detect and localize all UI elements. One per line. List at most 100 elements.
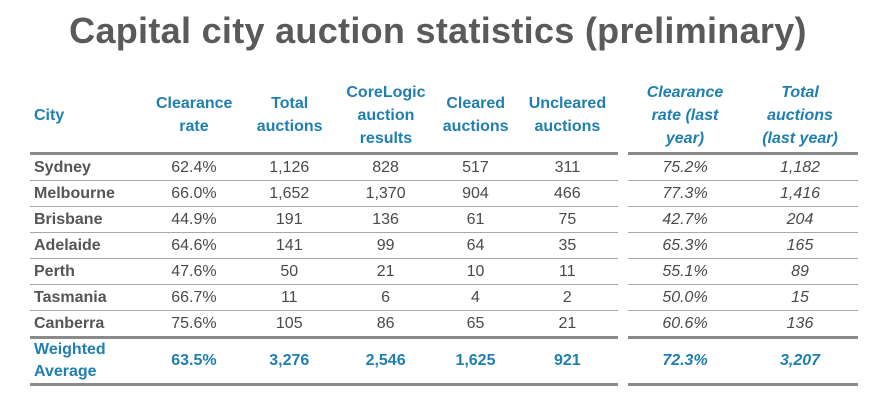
clearance-rate-last-year-cell: 42.7% xyxy=(662,210,708,228)
left-table-header: City Clearance rate Total auctions CoreL… xyxy=(30,82,618,148)
clearance-rate-last-year-cell: 75.2% xyxy=(662,158,708,176)
uncleared-cell: 2 xyxy=(562,288,572,306)
uncleared-cell: 466 xyxy=(553,184,581,202)
total-auctions-cell: 191 xyxy=(275,210,303,228)
table-row: 42.7% 204 xyxy=(628,207,858,233)
corelogic-results-cell: 828 xyxy=(372,158,399,176)
table-row: 55.1% 89 xyxy=(628,259,858,285)
corelogic-results-cell: 86 xyxy=(376,314,395,332)
right-table-rows: 75.2% 1,182 77.3% 1,416 42.7% 204 65.3% 165 55.1… xyxy=(628,155,858,336)
cleared-cell: 517 xyxy=(462,158,489,176)
header-corelogic-results: CoreLogic auction results xyxy=(346,83,426,147)
table-row: Canberra 75.6% 105 86 65 21 xyxy=(30,311,618,336)
right-table: 75.2% 1,182 77.3% 1,416 42.7% 204 65.3% 165 55.1… xyxy=(628,152,858,386)
clearance-rate-cell: 66.7% xyxy=(171,288,217,306)
table-row: 77.3% 1,416 xyxy=(628,181,858,207)
cleared-cell: 61 xyxy=(466,210,485,228)
total-auctions-last-year-cell: 15 xyxy=(791,288,809,306)
city-cell: Tasmania xyxy=(34,288,107,306)
city-cell: Canberra xyxy=(34,314,105,332)
city-cell: Sydney xyxy=(34,158,91,176)
corelogic-results-cell: 99 xyxy=(376,236,395,254)
clearance-rate-last-year-cell: 55.1% xyxy=(662,262,708,280)
table-row: Tasmania 66.7% 11 6 4 2 xyxy=(30,285,618,311)
total-auctions-cell: 50 xyxy=(280,262,299,280)
total-auctions-cell: 1,126 xyxy=(269,158,310,176)
header-city: City xyxy=(34,106,65,124)
corelogic-results-cell: 136 xyxy=(372,210,399,228)
avg-rule xyxy=(30,336,618,339)
table-row: Brisbane 44.9% 191 136 61 75 xyxy=(30,207,618,233)
clearance-rate-cell: 44.9% xyxy=(171,210,217,228)
header-total-auctions: Total auctions xyxy=(256,95,323,135)
total-auctions-cell: 105 xyxy=(275,314,303,332)
corelogic-results-cell: 21 xyxy=(376,262,395,280)
table-row: 75.2% 1,182 xyxy=(628,155,858,181)
city-cell: Perth xyxy=(34,262,75,280)
right-table-header: Clearance rate (last year) Total auction… xyxy=(628,82,858,148)
city-cell: Adelaide xyxy=(34,236,101,254)
clearance-rate-last-year-cell: 50.0% xyxy=(662,288,708,306)
avg-total-auctions-last-year: 3,207 xyxy=(779,352,821,369)
clearance-rate-cell: 47.6% xyxy=(171,262,217,280)
table-row: Perth 47.6% 50 21 10 11 xyxy=(30,259,618,285)
avg-cleared: 1,625 xyxy=(455,352,496,369)
weighted-average-row-last-year: 72.3% 3,207 xyxy=(628,339,858,383)
cleared-cell: 904 xyxy=(462,184,489,202)
cleared-cell: 4 xyxy=(471,288,480,306)
header-clearance-rate: Clearance rate xyxy=(155,95,233,135)
clearance-rate-cell: 66.0% xyxy=(171,184,217,202)
total-auctions-last-year-cell: 165 xyxy=(786,236,814,254)
header-uncleared-auctions: Uncleared auctions xyxy=(528,95,607,135)
clearance-rate-cell: 62.4% xyxy=(171,158,217,176)
corelogic-results-cell: 6 xyxy=(381,288,391,306)
table-row: 65.3% 165 xyxy=(628,233,858,259)
avg-rule xyxy=(628,336,858,339)
left-table: Sydney 62.4% 1,126 828 517 311 Melbourne 66.0% 1… xyxy=(30,152,618,386)
avg-clearance-rate-last-year: 72.3% xyxy=(662,352,708,369)
avg-uncleared: 921 xyxy=(553,352,581,369)
table-row: Sydney 62.4% 1,126 828 517 311 xyxy=(30,155,618,181)
avg-corelogic-results: 2,546 xyxy=(365,352,406,369)
avg-clearance-rate: 63.5% xyxy=(171,352,217,369)
table-row: Melbourne 66.0% 1,652 1,370 904 466 xyxy=(30,181,618,207)
left-table-rows: Sydney 62.4% 1,126 828 517 311 Melbourne 66.0% 1… xyxy=(30,155,618,336)
uncleared-cell: 11 xyxy=(559,262,576,280)
weighted-average-row: Weighted Average 63.5% 3,276 2,546 1,625… xyxy=(30,339,618,383)
total-auctions-cell: 1,652 xyxy=(269,184,310,202)
total-auctions-cell: 141 xyxy=(275,236,303,254)
cleared-cell: 10 xyxy=(466,262,485,280)
cleared-cell: 65 xyxy=(466,314,485,332)
page-title: Capital city auction statistics (prelimi… xyxy=(69,10,807,51)
corelogic-results-cell: 1,370 xyxy=(365,184,406,202)
total-auctions-last-year-cell: 1,416 xyxy=(779,184,821,202)
header-total-auctions-last-year: Total auctions (last year) xyxy=(762,83,838,147)
header-clearance-rate-last-year: Clearance rate (last year) xyxy=(646,83,724,147)
top-rule xyxy=(628,152,858,155)
total-auctions-last-year-cell: 89 xyxy=(791,262,809,280)
bottom-rule xyxy=(628,383,858,386)
uncleared-cell: 311 xyxy=(554,158,581,176)
city-cell: Brisbane xyxy=(34,210,103,228)
total-auctions-last-year-cell: 136 xyxy=(786,314,814,332)
table-row: 50.0% 15 xyxy=(628,285,858,311)
header-cleared-auctions: Cleared auctions xyxy=(442,95,509,135)
bottom-rule xyxy=(30,383,618,386)
avg-total-auctions: 3,276 xyxy=(269,352,310,369)
table-row: 60.6% 136 xyxy=(628,311,858,336)
cleared-cell: 64 xyxy=(466,236,485,254)
uncleared-cell: 75 xyxy=(558,210,577,228)
total-auctions-cell: 11 xyxy=(280,288,298,306)
uncleared-cell: 21 xyxy=(558,314,577,332)
weighted-average-label: Weighted Average xyxy=(34,341,106,380)
clearance-rate-cell: 75.6% xyxy=(171,314,217,332)
clearance-rate-last-year-cell: 77.3% xyxy=(662,184,708,202)
total-auctions-last-year-cell: 204 xyxy=(786,210,814,228)
city-cell: Melbourne xyxy=(34,184,115,202)
total-auctions-last-year-cell: 1,182 xyxy=(779,158,821,176)
top-rule xyxy=(30,152,618,155)
clearance-rate-cell: 64.6% xyxy=(171,236,217,254)
clearance-rate-last-year-cell: 65.3% xyxy=(662,236,708,254)
clearance-rate-last-year-cell: 60.6% xyxy=(662,314,708,332)
table-row: Adelaide 64.6% 141 99 64 35 xyxy=(30,233,618,259)
